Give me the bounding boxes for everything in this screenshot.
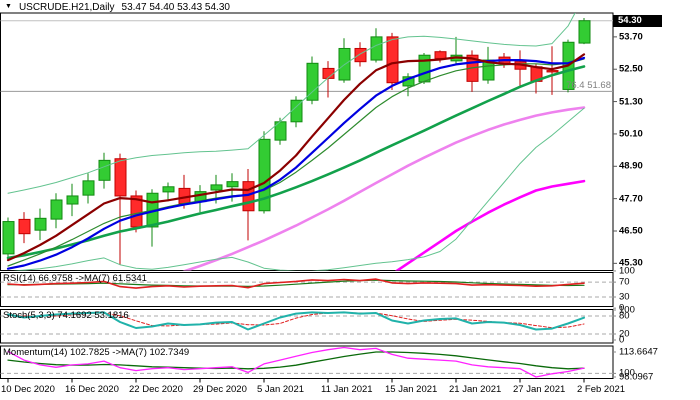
price-axis-label: 51.30 <box>619 96 643 108</box>
stoch-scale-label: 80 <box>619 310 630 322</box>
fib-level-label: 76.4 51.68 <box>566 80 611 91</box>
chart-title-bar: ▼ USCRUDE.H21,Daily 53.47 54.40 53.43 54… <box>5 1 230 13</box>
price-axis-label: 52.50 <box>619 63 643 75</box>
date-axis-label: 21 Jan 2021 <box>449 384 502 395</box>
momentum-scale-label: 100 <box>619 367 635 379</box>
stoch-scale-label: 100 <box>619 304 635 316</box>
rsi-scale-label: 70 <box>619 276 630 288</box>
chart-title-ohlc: 53.47 54.40 53.43 54.30 <box>121 1 230 13</box>
current-price-tag: 54.30 <box>613 15 662 27</box>
rsi-scale-label: 100 <box>619 265 635 277</box>
price-axis-label: 48.90 <box>619 160 643 172</box>
date-axis-label: 27 Jan 2021 <box>513 384 566 395</box>
date-axis-label: 2 Feb 2021 <box>577 384 626 395</box>
rsi-scale-label: 0 <box>619 302 625 314</box>
momentum-panel-label: Momentum(14) 102.7825 ->MA(7) 102.7349 <box>3 347 190 358</box>
price-axis-label: 46.50 <box>619 225 643 237</box>
date-axis-label: 22 Dec 2020 <box>129 384 183 395</box>
price-axis-label: 45.30 <box>619 257 643 269</box>
stoch-scale-label: 0 <box>619 334 625 346</box>
stoch-panel-label: Stoch(5,3,3) 74.1692 53.1816 <box>3 310 129 321</box>
price-axis-label: 50.10 <box>619 128 643 140</box>
date-axis-label: 29 Dec 2020 <box>193 384 247 395</box>
rsi-panel-label: RSI(14) 66.9758 ->MA(7) 61.5341 <box>3 273 147 284</box>
date-axis-label: 11 Jan 2021 <box>321 384 373 395</box>
momentum-scale-label: 98.0967 <box>619 371 654 383</box>
rsi-scale-label: 30 <box>619 291 630 303</box>
collapse-triangle-icon[interactable]: ▼ <box>5 3 12 10</box>
price-axis-label: 47.70 <box>619 193 643 205</box>
price-axis-label: 53.70 <box>619 31 643 43</box>
momentum-scale-label: 113.6647 <box>619 346 658 358</box>
chart-title: USCRUDE.H21,Daily <box>18 1 115 13</box>
date-axis-label: 5 Jan 2021 <box>257 384 305 395</box>
stoch-scale-label: 20 <box>619 328 630 340</box>
date-axis-label: 15 Jan 2021 <box>385 384 438 395</box>
date-axis-label: 16 Dec 2020 <box>65 384 119 395</box>
date-axis-label: 10 Dec 2020 <box>1 384 55 395</box>
